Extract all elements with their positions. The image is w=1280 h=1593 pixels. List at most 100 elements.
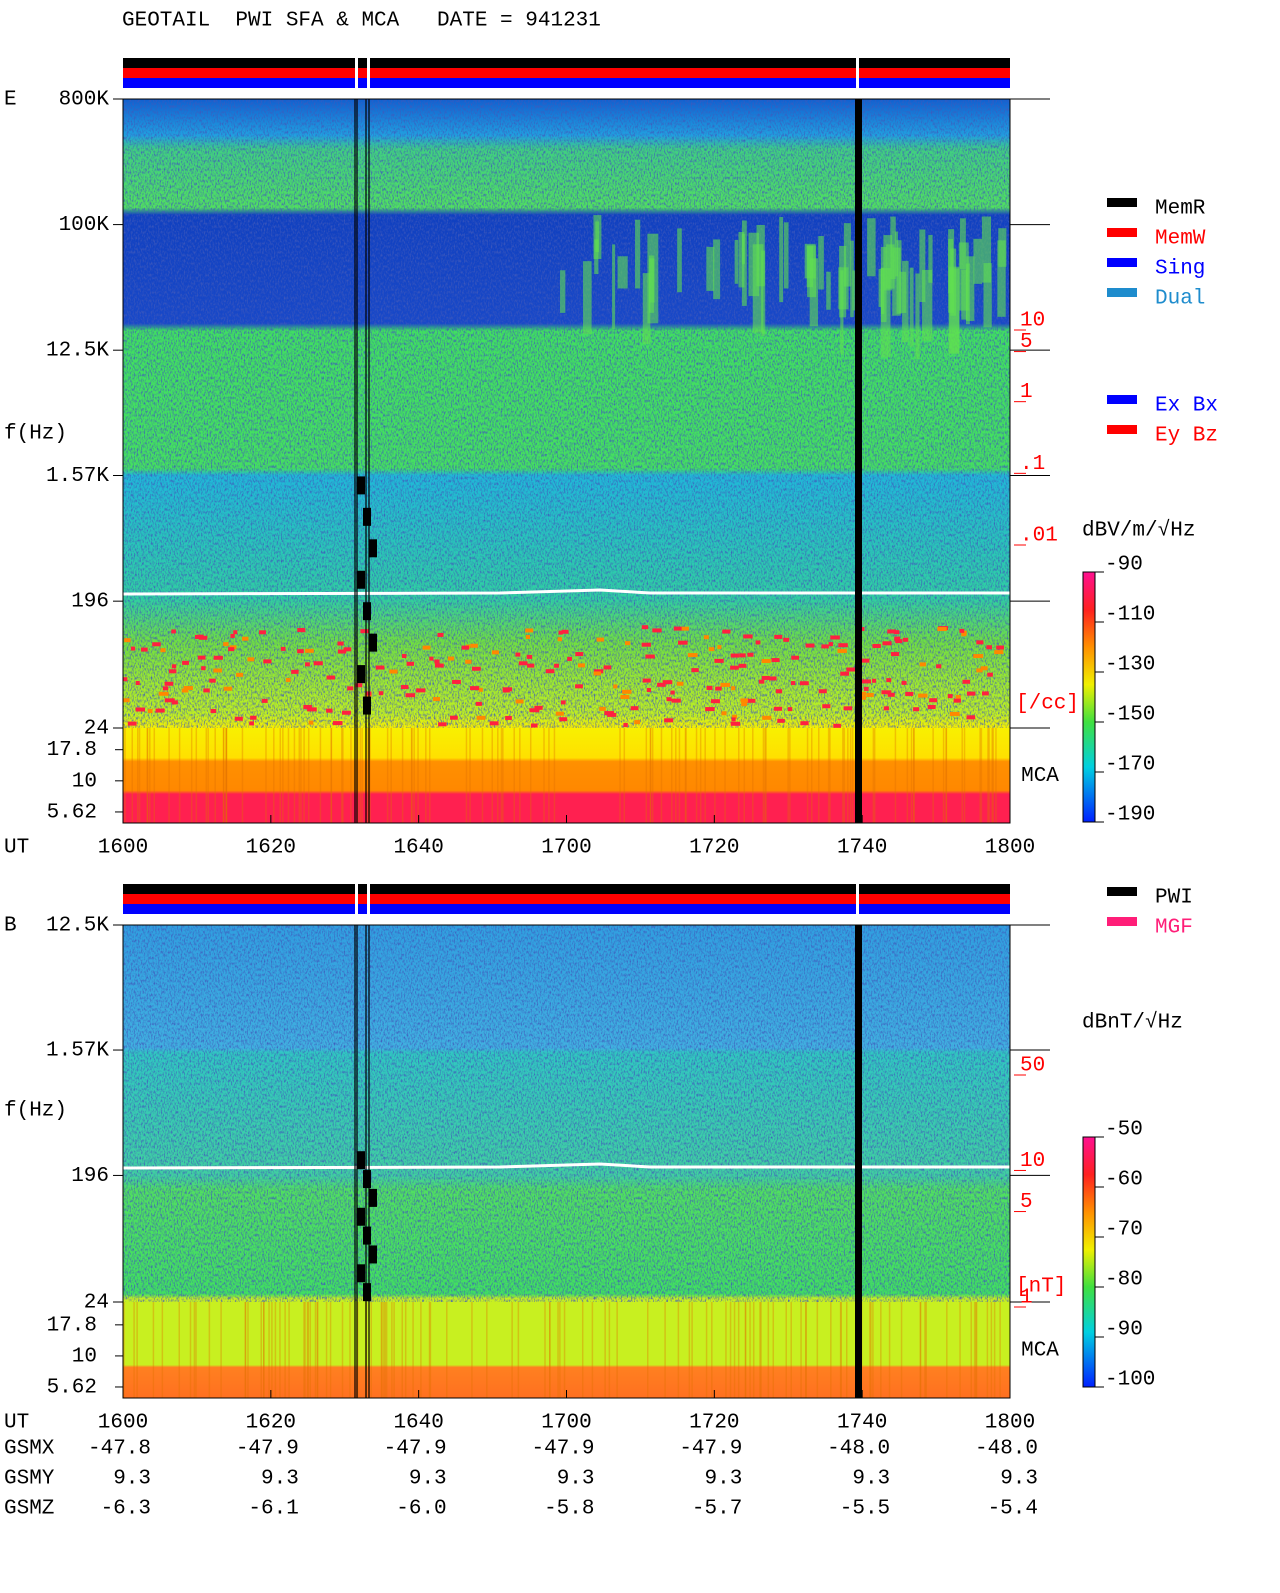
speckle: [475, 701, 482, 706]
mca-stripe: [691, 1302, 693, 1398]
speckle: [213, 668, 222, 673]
speckle: [687, 653, 698, 658]
speckle: [305, 662, 310, 667]
speckle: [437, 632, 444, 637]
speckle: [863, 686, 869, 691]
speckle: [986, 645, 992, 650]
mca-stripe: [298, 728, 301, 823]
speckle: [171, 664, 177, 669]
mca-stripe: [675, 728, 677, 823]
orbit-label: GSMY: [4, 1468, 55, 1491]
mca-stripe: [300, 728, 302, 823]
speckle: [491, 650, 499, 655]
x-tick-label: 1720: [689, 1412, 739, 1435]
mca-stripe: [924, 1302, 926, 1398]
speckle: [470, 643, 478, 648]
mca-stripe: [393, 1302, 395, 1398]
speckle: [630, 706, 639, 711]
mca-stripe: [195, 1302, 197, 1398]
x-tick-label: 1620: [246, 1412, 296, 1435]
mca-stripe: [307, 1302, 310, 1398]
speckle: [758, 679, 765, 684]
speckle: [678, 640, 688, 645]
green-streak: [583, 261, 592, 335]
mca-stripe: [913, 728, 915, 823]
mca-stripe: [465, 728, 468, 823]
speckle: [527, 663, 535, 668]
y-tick-label: 196: [71, 591, 109, 614]
mca-tick-label: 17.8: [47, 1314, 97, 1337]
mca-stripe: [744, 1302, 747, 1398]
mca-stripe: [738, 728, 740, 823]
status-bar: [123, 78, 1010, 88]
speckle: [242, 636, 249, 641]
green-streak: [617, 256, 628, 289]
gap-block: [369, 539, 377, 558]
speckle: [799, 681, 809, 686]
speckle: [706, 685, 713, 690]
speckle: [162, 686, 169, 691]
speckle: [594, 669, 604, 674]
speckle: [929, 698, 938, 703]
green-streak: [783, 222, 789, 289]
mca-stripe: [497, 728, 499, 823]
speckle: [622, 689, 632, 694]
green-streak: [919, 229, 926, 302]
speckle: [505, 715, 512, 720]
speckle: [303, 704, 312, 709]
legend-swatch: [1107, 288, 1137, 297]
y-tick-label: 100K: [59, 214, 110, 237]
mca-stripe: [133, 1302, 135, 1398]
colorbar: [1082, 1136, 1096, 1388]
mca-stripe: [153, 728, 156, 823]
speckle: [326, 708, 333, 713]
x-tick-label: 1700: [541, 1412, 591, 1435]
spectrogram-noise: [123, 925, 1010, 1302]
speckle: [401, 653, 407, 658]
speckle: [450, 715, 458, 720]
mca-stripe: [241, 728, 244, 823]
mca-stripe: [685, 728, 687, 823]
green-streak: [677, 228, 682, 293]
speckle: [805, 643, 815, 648]
y-tick-label: 1.57K: [46, 1040, 109, 1063]
green-streak: [840, 270, 844, 355]
speckle: [127, 721, 137, 726]
mca-stripe: [519, 728, 521, 823]
gap-block: [363, 507, 371, 526]
green-streak: [928, 234, 933, 283]
speckle: [837, 648, 847, 653]
speckle: [401, 685, 409, 690]
y-tick-label: 12.5K: [46, 915, 109, 938]
mca-stripe: [357, 728, 359, 823]
speckle: [691, 668, 699, 673]
speckle: [681, 626, 689, 631]
speckle: [953, 698, 961, 703]
mca-stripe: [581, 1302, 584, 1398]
mca-stripe: [136, 1302, 138, 1398]
speckle: [872, 678, 877, 683]
mca-stripe: [214, 728, 216, 823]
mca-stripe: [513, 728, 515, 823]
green-streak: [648, 255, 654, 313]
speckle: [641, 625, 649, 630]
speckle: [730, 653, 739, 658]
speckle: [646, 687, 651, 692]
legend-swatch: [1107, 917, 1137, 926]
speckle: [730, 665, 739, 670]
mca-stripe: [369, 728, 371, 823]
y-tick-label: 24: [84, 1292, 109, 1315]
mca-stripe: [995, 728, 997, 823]
speckle: [554, 663, 560, 668]
speckle: [642, 678, 651, 683]
mca-stripe: [752, 728, 754, 823]
mca-stripe: [888, 1302, 891, 1398]
speckle: [515, 699, 524, 704]
speckle: [866, 692, 874, 697]
status-bar: [123, 884, 1010, 894]
mca-stripe: [932, 728, 934, 823]
speckle: [962, 679, 971, 684]
plasma-line: [122, 588, 1010, 596]
mca-stripe: [744, 1302, 747, 1398]
mca-stripe: [604, 1302, 606, 1398]
